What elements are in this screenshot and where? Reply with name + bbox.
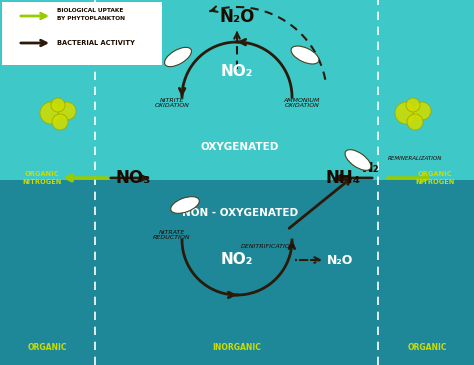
Ellipse shape (291, 46, 319, 64)
Text: ORGANIC: ORGANIC (407, 342, 447, 351)
Circle shape (406, 98, 420, 112)
Text: REMINERALIZATION: REMINERALIZATION (388, 155, 442, 161)
Text: NH₄: NH₄ (326, 169, 361, 187)
Text: AMMONIUM
OXIDATION: AMMONIUM OXIDATION (284, 97, 320, 108)
Circle shape (51, 98, 65, 112)
Text: OXYGENATED: OXYGENATED (201, 142, 279, 152)
Text: INORGANIC: INORGANIC (212, 342, 262, 351)
Bar (0, 180, 474, 365)
Bar (2, 2, 162, 65)
Text: ORGANIC
NITROGEN: ORGANIC NITROGEN (415, 172, 455, 184)
Text: DENITRIFICATION: DENITRIFICATION (241, 245, 295, 250)
Text: BY PHYTOPLANKTON: BY PHYTOPLANKTON (57, 15, 125, 20)
Circle shape (58, 102, 76, 120)
Text: N₂O: N₂O (327, 254, 353, 266)
Text: BACTERIAL ACTIVITY: BACTERIAL ACTIVITY (57, 40, 135, 46)
Text: N₂: N₂ (362, 161, 380, 175)
Ellipse shape (164, 47, 191, 67)
Circle shape (52, 114, 68, 130)
Text: ORGANIC
NITROGEN: ORGANIC NITROGEN (22, 172, 62, 184)
Ellipse shape (345, 150, 371, 170)
Text: BIOLOGICAL UPTAKE: BIOLOGICAL UPTAKE (57, 8, 123, 12)
Circle shape (407, 114, 423, 130)
Text: N₂O: N₂O (219, 8, 255, 26)
Text: NITRITE
OXIDATION: NITRITE OXIDATION (155, 97, 190, 108)
Text: NO₃: NO₃ (115, 169, 151, 187)
Text: NON - OXYGENATED: NON - OXYGENATED (182, 208, 298, 218)
Text: NO₂: NO₂ (221, 253, 253, 268)
Text: NITRATE
REDUCTION: NITRATE REDUCTION (153, 230, 191, 241)
Circle shape (413, 102, 431, 120)
Circle shape (395, 102, 417, 124)
Text: ORGANIC: ORGANIC (27, 342, 67, 351)
Text: NO₂: NO₂ (221, 65, 253, 80)
Ellipse shape (171, 197, 199, 213)
Circle shape (40, 102, 62, 124)
Bar (0, 0, 474, 180)
